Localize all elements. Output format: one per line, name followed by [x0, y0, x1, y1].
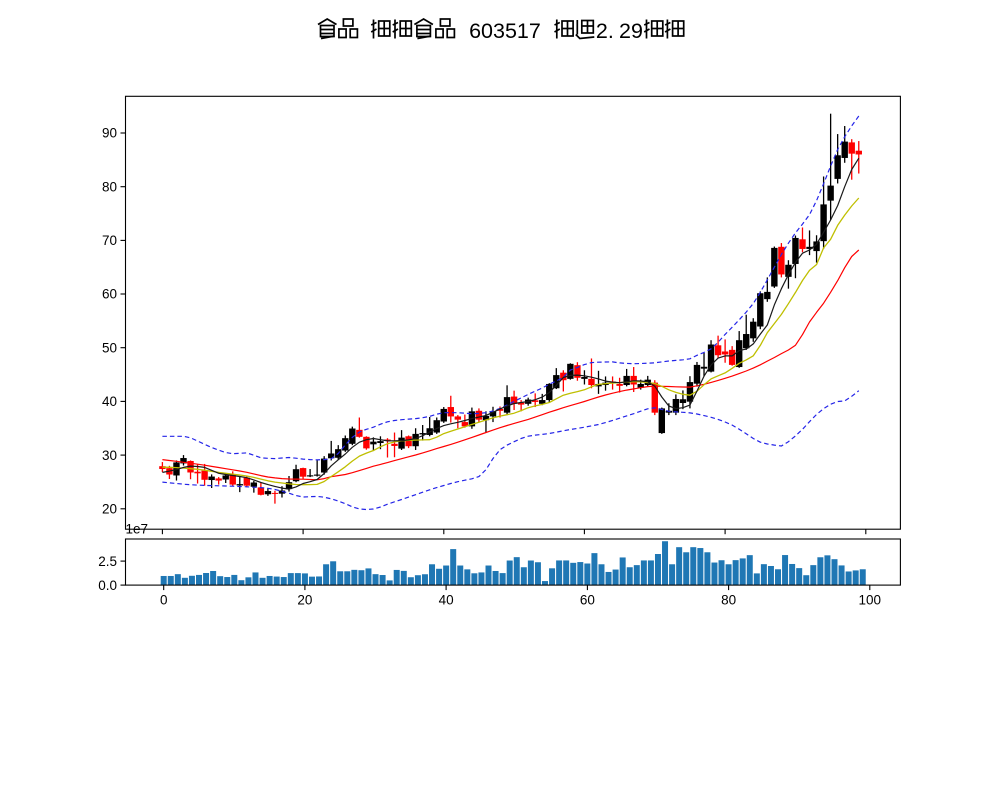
svg-text:60: 60	[102, 287, 117, 302]
svg-text:40: 40	[102, 394, 117, 409]
svg-text:603517: 603517	[469, 19, 541, 43]
svg-text:2.: 2.	[596, 19, 614, 43]
svg-text:90: 90	[102, 126, 117, 141]
svg-text:0: 0	[160, 593, 168, 608]
svg-text:70: 70	[102, 233, 117, 248]
svg-text:40: 40	[439, 593, 454, 608]
svg-text:100: 100	[859, 593, 882, 608]
svg-text:50: 50	[102, 340, 117, 355]
svg-text:2.5: 2.5	[98, 554, 117, 569]
svg-text:1e7: 1e7	[126, 522, 149, 537]
svg-text:30: 30	[102, 448, 117, 463]
svg-text:80: 80	[721, 593, 736, 608]
svg-text:29: 29	[619, 19, 643, 43]
svg-text:80: 80	[102, 179, 117, 194]
svg-text:20: 20	[297, 593, 312, 608]
svg-text:20: 20	[102, 502, 117, 517]
svg-text:60: 60	[580, 593, 595, 608]
svg-text:0.0: 0.0	[98, 578, 117, 593]
